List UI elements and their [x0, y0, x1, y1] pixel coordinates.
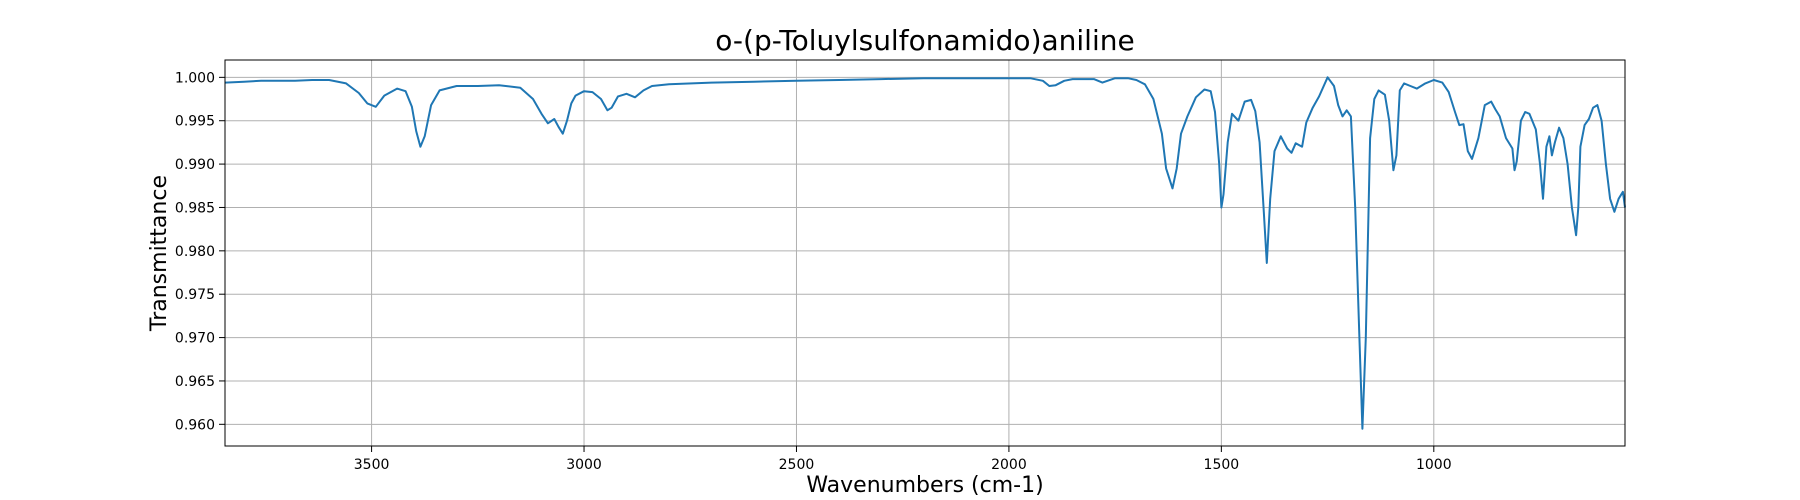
y-tick-label: 0.965: [175, 374, 215, 390]
y-tick-label: 0.980: [175, 244, 215, 260]
x-tick-label: 1500: [1204, 457, 1240, 473]
y-tick-label: 0.985: [175, 200, 215, 216]
y-tick-label: 1.000: [175, 70, 215, 86]
x-axis-label: Wavenumbers (cm-1): [806, 473, 1043, 498]
x-tick-label: 1000: [1416, 457, 1452, 473]
axis-ticks: 3500 3000 2500 2000 1500 1000 0.960 0.965 0.970 0…: [175, 70, 1452, 473]
y-tick-label: 0.970: [175, 331, 215, 347]
spectrum-line: [224, 76, 1626, 430]
y-tick-label: 0.995: [175, 114, 215, 130]
plot-frame: [224, 59, 1626, 447]
y-tick-label: 0.990: [175, 157, 215, 173]
x-tick-label: 3500: [354, 457, 390, 473]
x-tick-label: 2000: [991, 457, 1027, 473]
y-tick-label: 0.960: [175, 417, 215, 433]
x-tick-label: 2500: [779, 457, 815, 473]
grid-lines: [225, 60, 1625, 446]
y-tick-label: 0.975: [175, 287, 215, 303]
chart-title: o-(p-Toluylsulfonamido)aniline: [715, 24, 1134, 57]
y-axis-label: Transmittance: [147, 175, 172, 332]
x-tick-label: 3000: [566, 457, 602, 473]
